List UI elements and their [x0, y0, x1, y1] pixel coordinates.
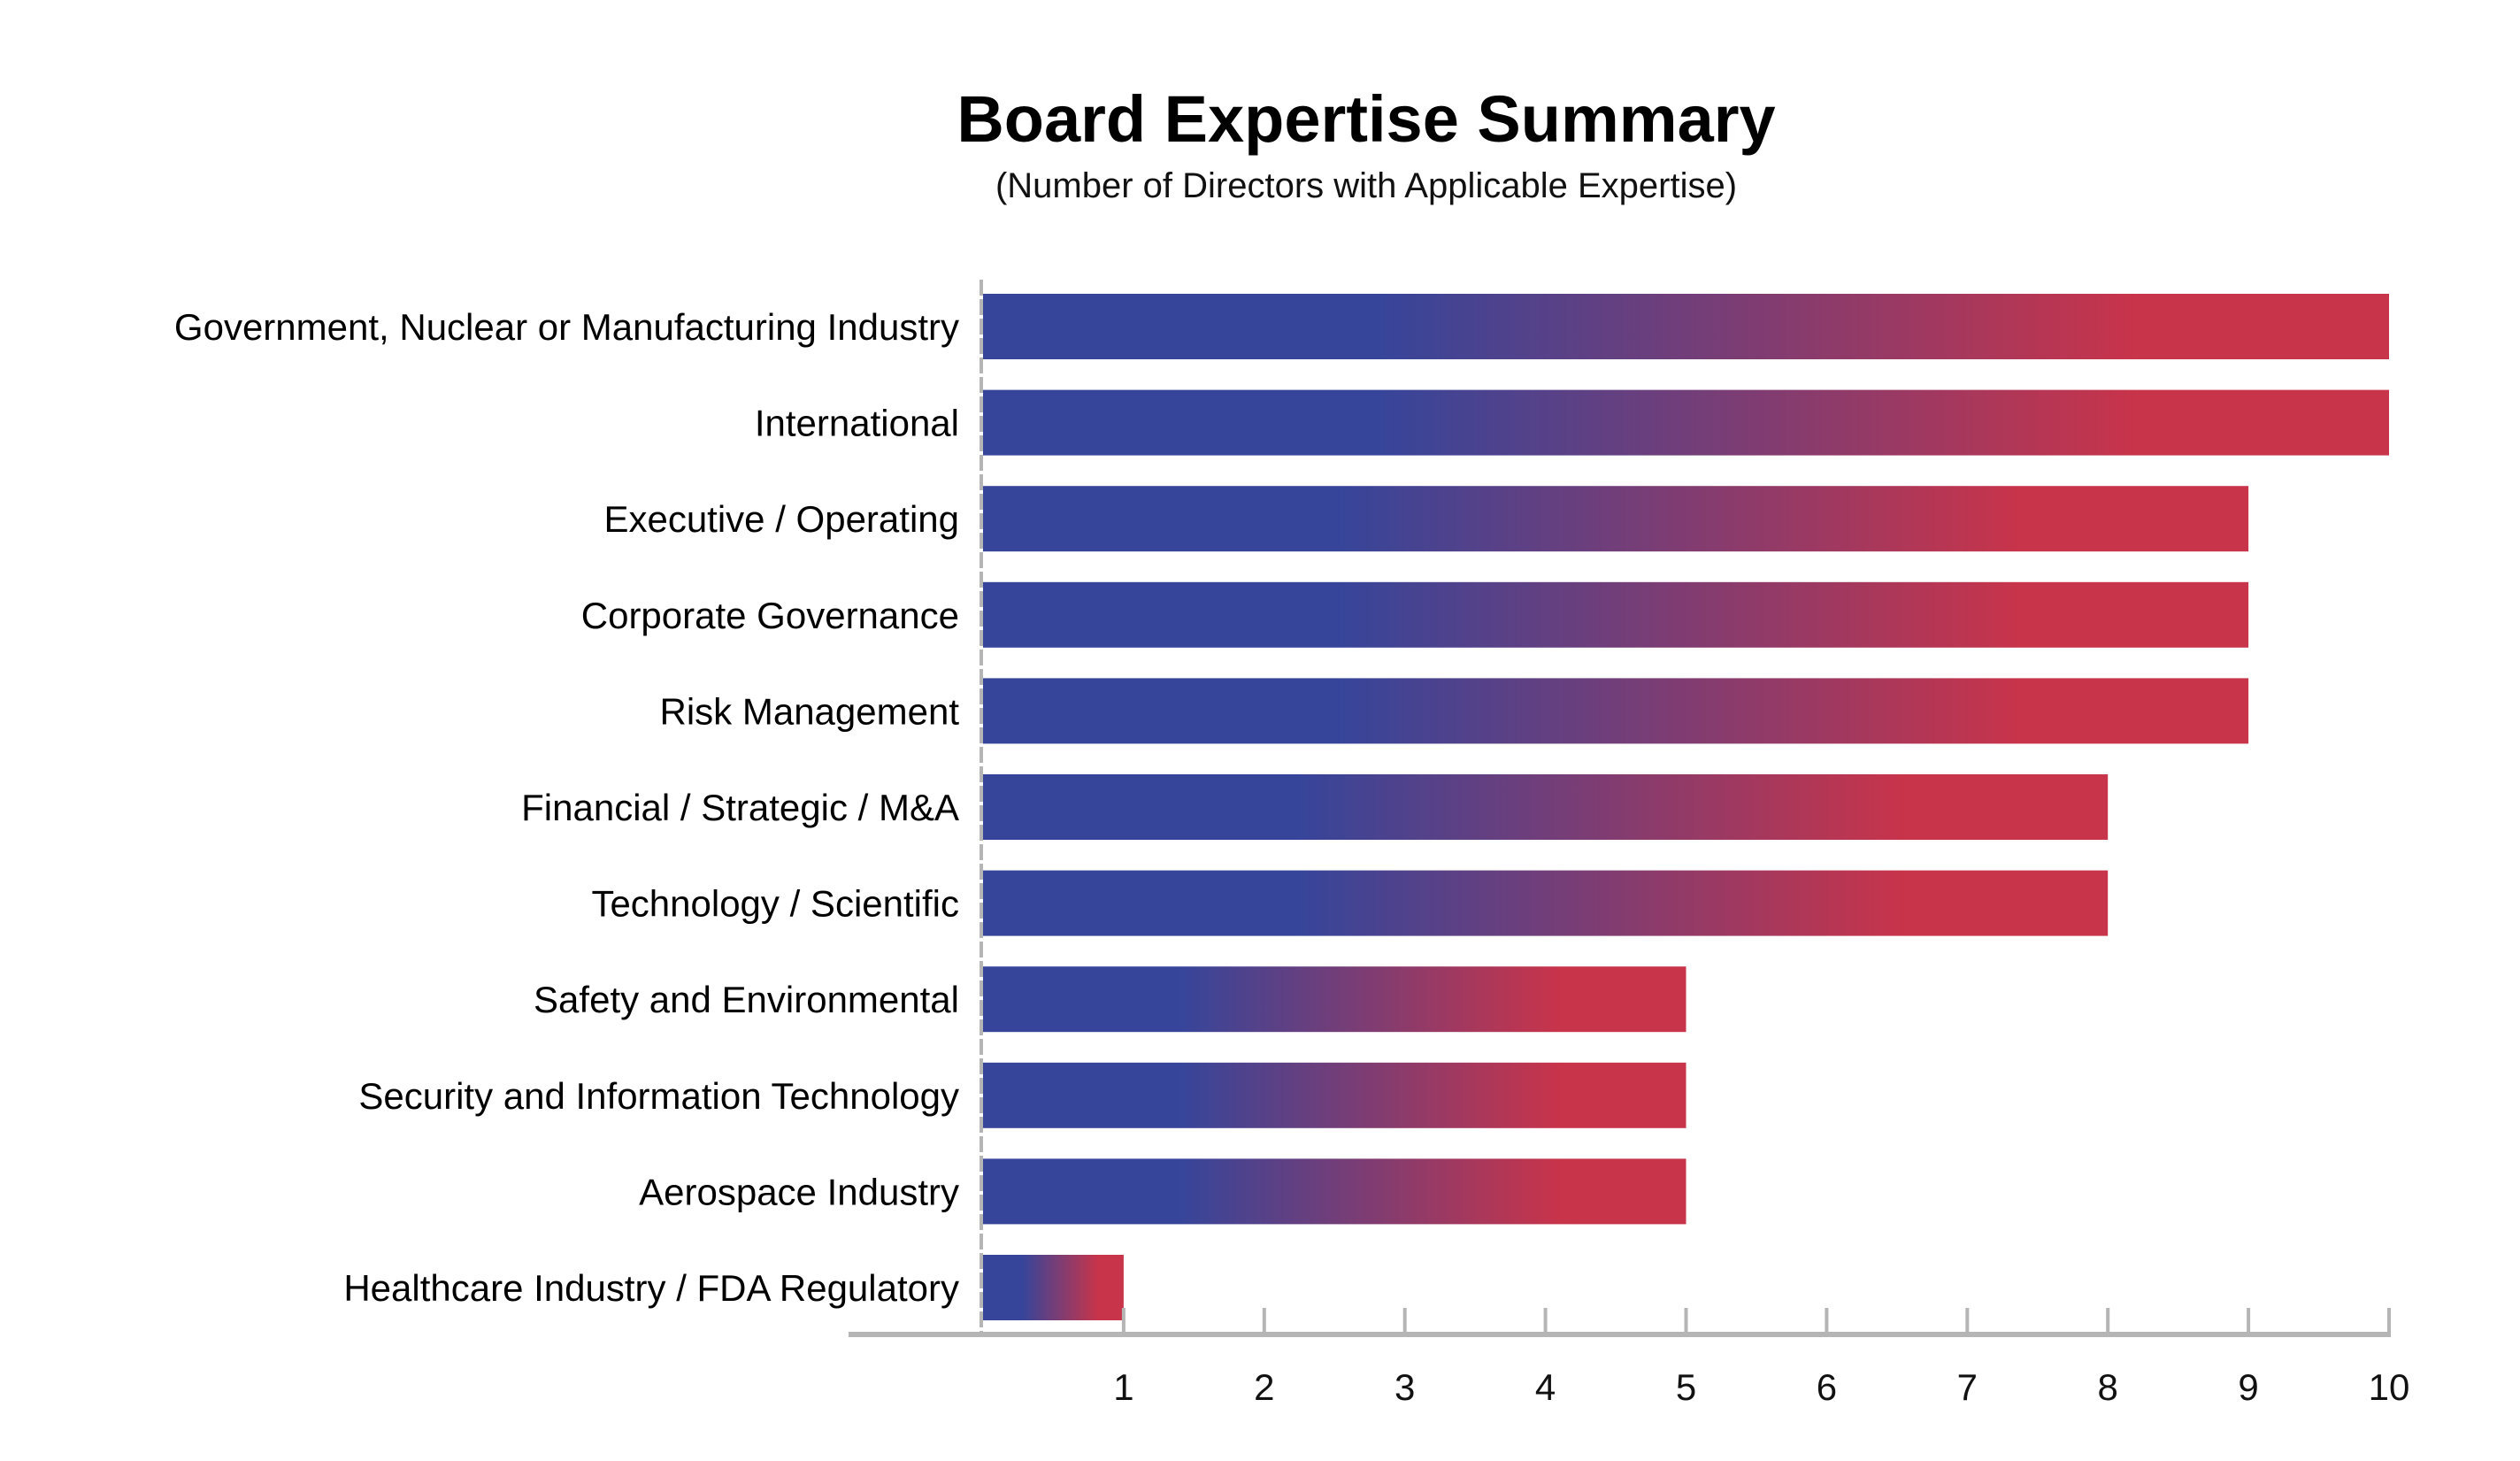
- bar[interactable]: [983, 486, 2249, 552]
- x-tick-label: 1: [1113, 1366, 1133, 1408]
- x-tick-label: 8: [2098, 1366, 2118, 1408]
- x-tick-label: 5: [1676, 1366, 1696, 1408]
- chart-title: Board Expertise Summary: [957, 82, 1776, 156]
- x-tick-label: 10: [2369, 1366, 2410, 1408]
- x-tick-label: 7: [1957, 1366, 1978, 1408]
- bar[interactable]: [983, 678, 2249, 744]
- bar[interactable]: [983, 1158, 1686, 1225]
- category-label: Corporate Governance: [581, 595, 959, 636]
- x-tick-label: 3: [1394, 1366, 1415, 1408]
- x-tick-label: 4: [1535, 1366, 1556, 1408]
- bar[interactable]: [983, 581, 2249, 648]
- bar[interactable]: [983, 294, 2389, 359]
- category-label: Security and Information Technology: [358, 1075, 959, 1117]
- bar[interactable]: [983, 1255, 1124, 1320]
- x-tick-label: 9: [2238, 1366, 2258, 1408]
- x-tick-label: 2: [1254, 1366, 1274, 1408]
- category-label: Government, Nuclear or Manufacturing Ind…: [174, 306, 959, 348]
- bar[interactable]: [983, 774, 2109, 840]
- category-label: Risk Management: [660, 690, 960, 732]
- x-tick-label: 6: [1817, 1366, 1837, 1408]
- category-label: Executive / Operating: [603, 498, 959, 540]
- category-label: Financial / Strategic / M&A: [521, 787, 959, 828]
- chart-subtitle: (Number of Directors with Applicable Exp…: [995, 166, 1738, 205]
- category-label: Safety and Environmental: [534, 979, 959, 1020]
- bar[interactable]: [983, 389, 2389, 456]
- category-label: Healthcare Industry / FDA Regulatory: [343, 1267, 959, 1309]
- bar[interactable]: [983, 870, 2109, 936]
- category-label: Technology / Scientific: [591, 883, 959, 925]
- bar[interactable]: [983, 1062, 1686, 1128]
- bar[interactable]: [983, 966, 1686, 1033]
- category-label: International: [755, 403, 959, 444]
- category-label: Aerospace Industry: [639, 1171, 959, 1212]
